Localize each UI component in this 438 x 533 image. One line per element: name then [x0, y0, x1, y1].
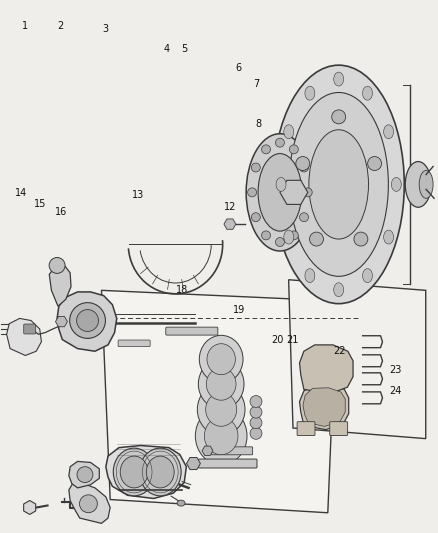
Text: 12: 12: [224, 202, 236, 212]
Ellipse shape: [391, 177, 401, 191]
FancyBboxPatch shape: [212, 447, 253, 455]
Circle shape: [250, 427, 262, 439]
Circle shape: [49, 257, 65, 273]
Ellipse shape: [258, 154, 302, 231]
Circle shape: [251, 163, 260, 172]
Circle shape: [300, 213, 308, 222]
Text: 7: 7: [253, 79, 259, 89]
Ellipse shape: [276, 177, 286, 191]
Text: 19: 19: [233, 305, 245, 315]
Ellipse shape: [289, 93, 389, 276]
Circle shape: [310, 232, 323, 246]
Circle shape: [77, 467, 93, 482]
Circle shape: [300, 163, 308, 172]
Polygon shape: [7, 318, 42, 356]
Text: 18: 18: [176, 285, 188, 295]
Circle shape: [332, 110, 346, 124]
Text: 2: 2: [57, 21, 63, 30]
Polygon shape: [102, 290, 336, 513]
Ellipse shape: [113, 448, 155, 496]
Text: 8: 8: [255, 118, 261, 128]
Circle shape: [247, 188, 257, 197]
Circle shape: [290, 231, 298, 240]
Text: 6: 6: [236, 63, 242, 73]
Ellipse shape: [195, 407, 247, 465]
Circle shape: [250, 395, 262, 408]
Ellipse shape: [206, 393, 237, 426]
Text: 14: 14: [15, 188, 27, 198]
Text: 9: 9: [322, 121, 328, 131]
Circle shape: [303, 188, 312, 197]
Polygon shape: [300, 384, 349, 430]
Ellipse shape: [198, 359, 244, 409]
Ellipse shape: [139, 448, 181, 496]
Polygon shape: [289, 280, 426, 439]
FancyBboxPatch shape: [24, 324, 35, 334]
Text: 20: 20: [272, 335, 284, 345]
FancyBboxPatch shape: [198, 459, 257, 468]
Polygon shape: [300, 345, 353, 393]
Ellipse shape: [205, 417, 238, 455]
Circle shape: [276, 238, 284, 246]
Circle shape: [251, 213, 260, 222]
Ellipse shape: [405, 161, 431, 207]
Circle shape: [367, 157, 381, 171]
Text: 10: 10: [370, 130, 382, 140]
Text: 11: 11: [370, 227, 382, 237]
Circle shape: [261, 145, 271, 154]
Text: 4: 4: [164, 44, 170, 54]
Ellipse shape: [284, 125, 294, 139]
Ellipse shape: [177, 500, 185, 506]
Circle shape: [296, 157, 310, 171]
Polygon shape: [69, 481, 110, 523]
Circle shape: [250, 417, 262, 429]
FancyBboxPatch shape: [118, 340, 150, 346]
Polygon shape: [303, 388, 345, 426]
Text: 22: 22: [334, 346, 346, 356]
Ellipse shape: [120, 456, 148, 488]
Ellipse shape: [207, 344, 235, 375]
Circle shape: [354, 232, 368, 246]
Ellipse shape: [334, 283, 344, 297]
Text: 16: 16: [55, 207, 67, 217]
Circle shape: [79, 495, 97, 513]
Text: 21: 21: [286, 335, 298, 345]
Circle shape: [250, 406, 262, 418]
Text: 23: 23: [389, 365, 402, 375]
Circle shape: [70, 303, 106, 338]
Circle shape: [77, 310, 99, 332]
Text: 1: 1: [22, 21, 28, 30]
Ellipse shape: [206, 368, 236, 400]
Ellipse shape: [363, 269, 372, 282]
Circle shape: [261, 231, 271, 240]
Text: 24: 24: [389, 386, 402, 396]
Text: 3: 3: [103, 24, 109, 34]
Ellipse shape: [384, 230, 394, 244]
Circle shape: [276, 138, 284, 147]
Ellipse shape: [146, 456, 174, 488]
Ellipse shape: [273, 65, 404, 304]
FancyBboxPatch shape: [330, 422, 348, 435]
Ellipse shape: [305, 269, 315, 282]
Polygon shape: [69, 462, 99, 488]
Text: 15: 15: [34, 199, 47, 209]
Polygon shape: [57, 292, 117, 351]
FancyBboxPatch shape: [297, 422, 315, 435]
Ellipse shape: [334, 72, 344, 86]
Ellipse shape: [284, 230, 294, 244]
Polygon shape: [106, 446, 186, 498]
Text: 5: 5: [181, 44, 187, 54]
Circle shape: [290, 145, 298, 154]
Ellipse shape: [305, 86, 315, 100]
FancyBboxPatch shape: [166, 327, 218, 335]
Ellipse shape: [309, 130, 368, 239]
Polygon shape: [49, 265, 71, 306]
Text: 13: 13: [132, 190, 145, 200]
Ellipse shape: [198, 384, 245, 435]
Ellipse shape: [384, 125, 394, 139]
Ellipse shape: [246, 134, 314, 251]
Ellipse shape: [199, 335, 243, 383]
Ellipse shape: [363, 86, 372, 100]
Ellipse shape: [419, 171, 433, 198]
